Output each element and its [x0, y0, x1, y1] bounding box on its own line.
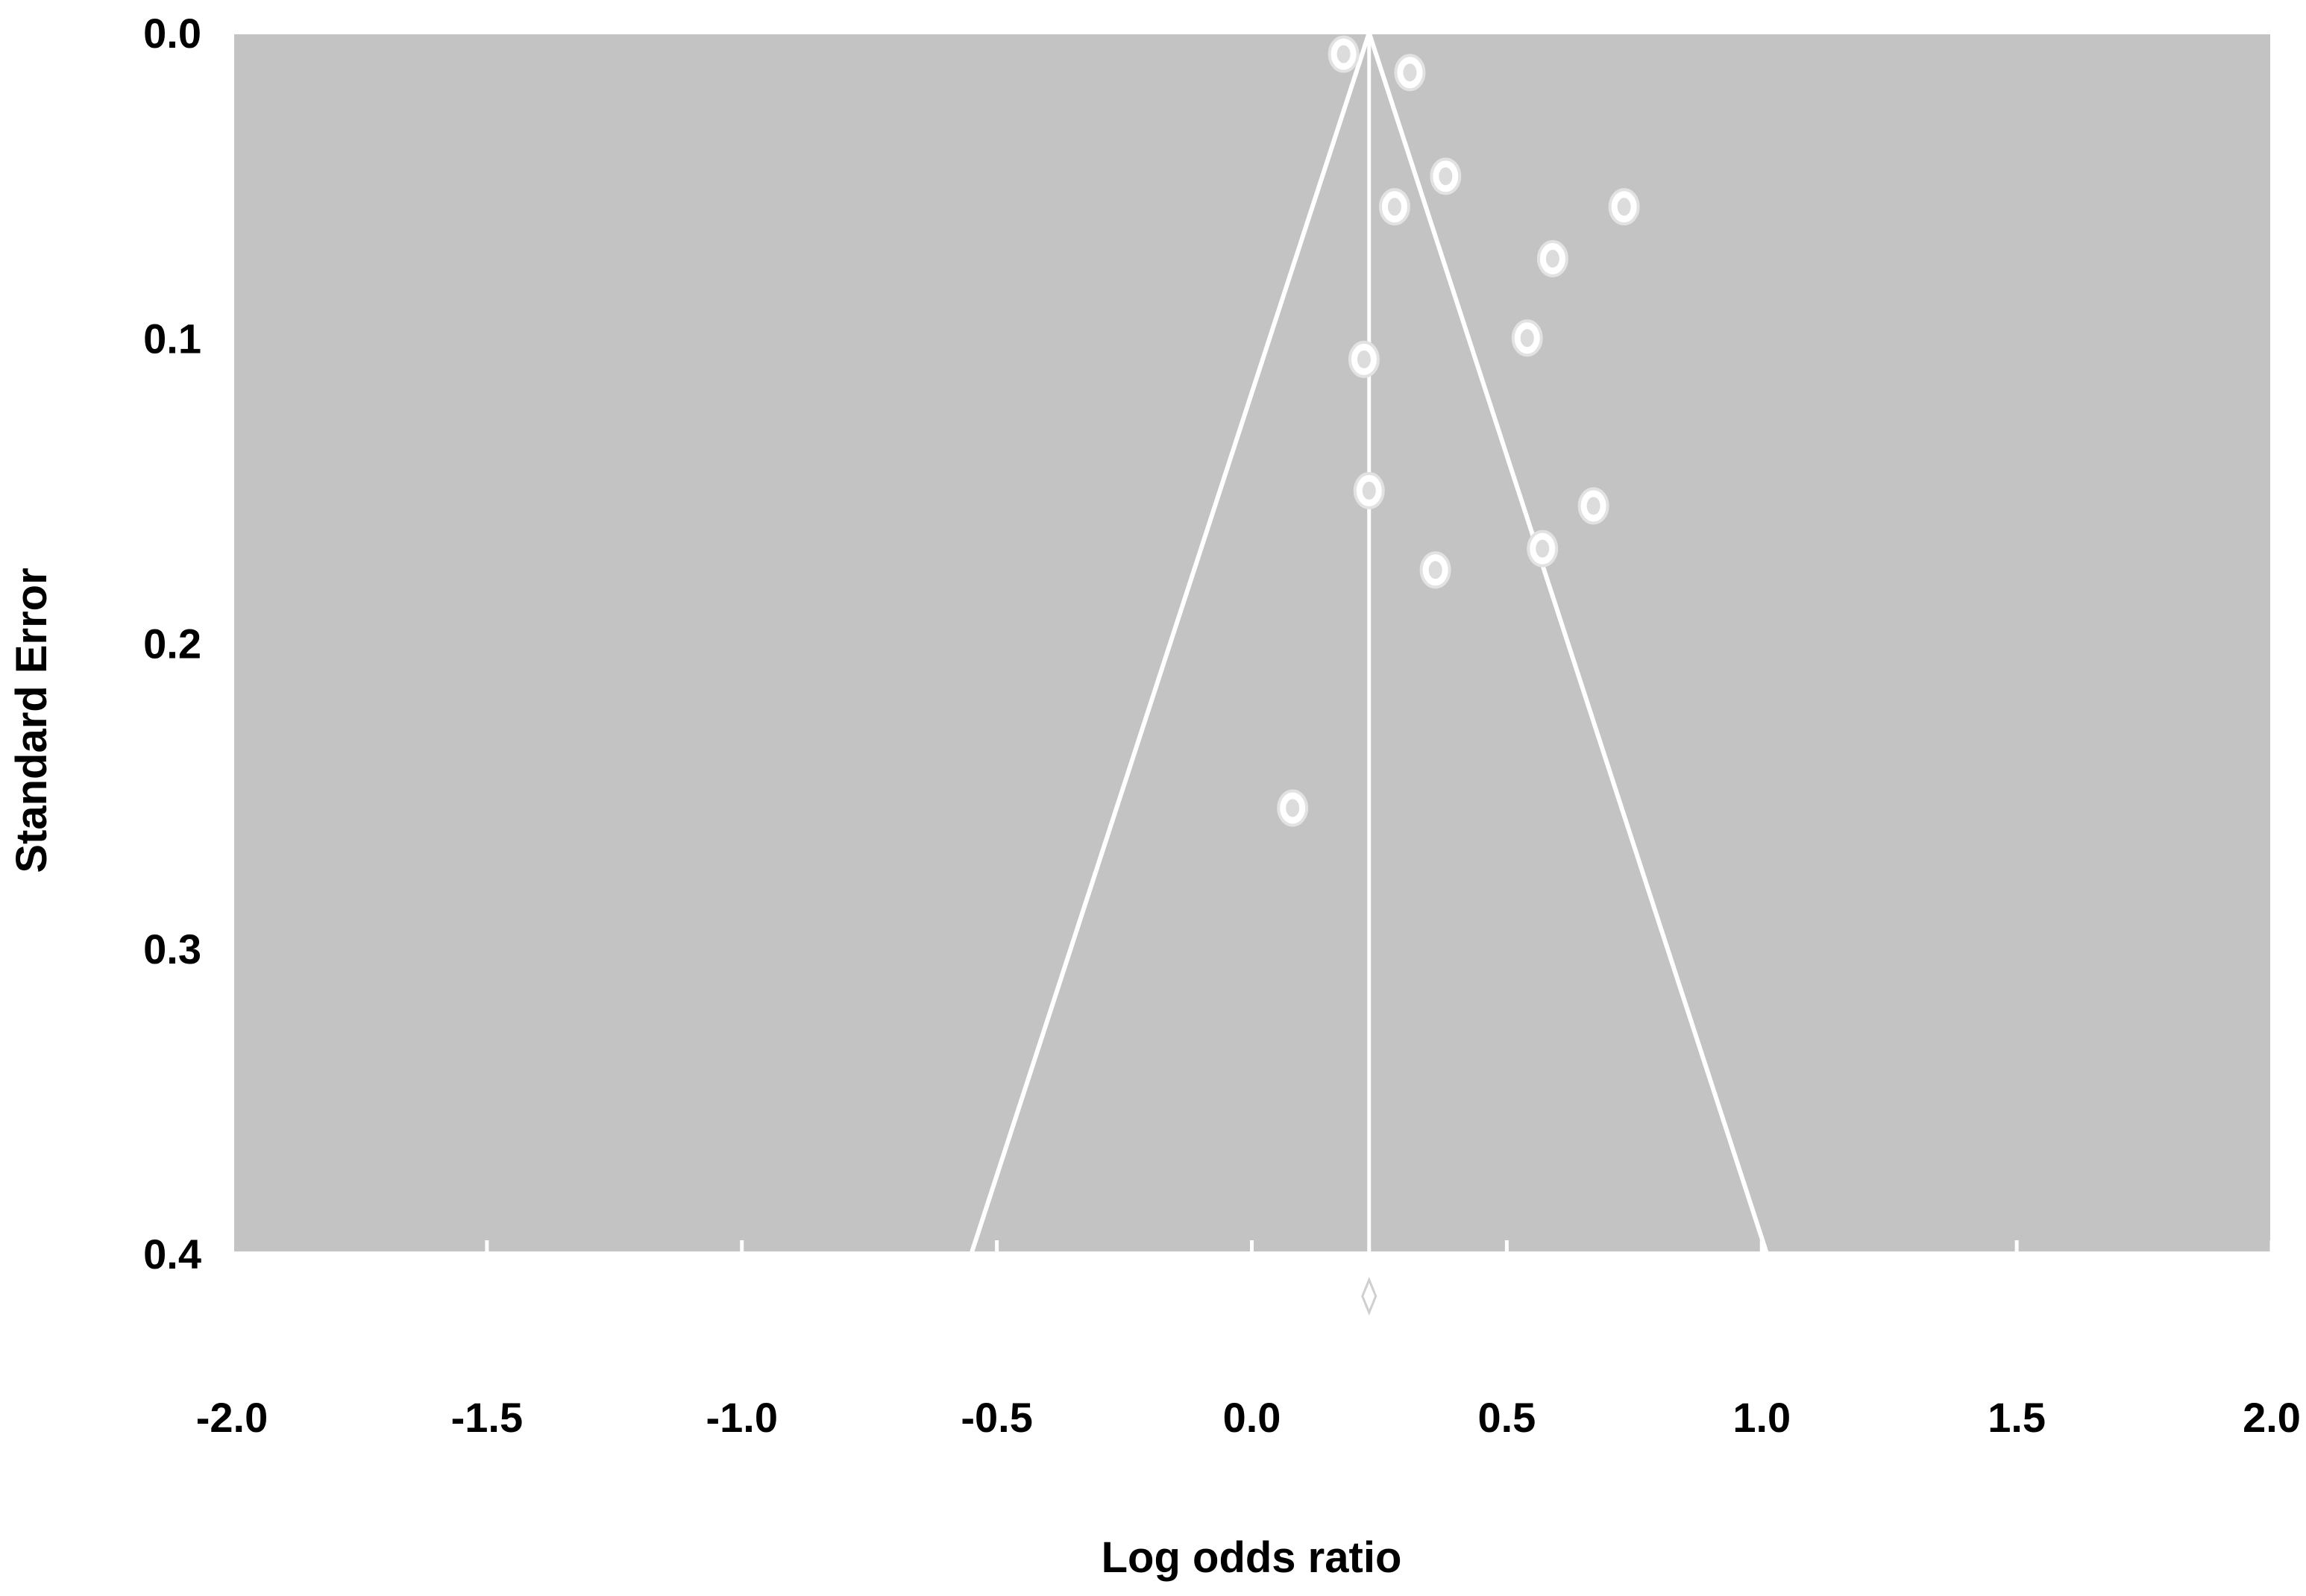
study-point-core — [1286, 799, 1300, 817]
y-axis-title: Standard Error — [7, 568, 56, 873]
x-axis-title: Log odds ratio — [1102, 1533, 1402, 1582]
study-point-core — [1387, 198, 1401, 216]
study-point — [1430, 157, 1462, 195]
y-tick-label: 0.0 — [143, 10, 201, 57]
study-point — [1348, 340, 1380, 378]
study-point — [1527, 530, 1559, 568]
study-point — [1608, 188, 1640, 226]
study-point — [1394, 54, 1426, 92]
study-point-core — [1617, 198, 1631, 216]
x-tick-label: 1.5 — [1988, 1394, 2046, 1441]
y-tick-label: 0.4 — [143, 1231, 201, 1278]
study-point-core — [1439, 167, 1453, 186]
study-point-core — [1428, 561, 1442, 579]
study-point-core — [1336, 45, 1351, 63]
funnel-left-limit — [969, 32, 1372, 1254]
pooled-estimate-diamond — [1361, 1277, 1377, 1316]
y-tick-label: 0.2 — [143, 621, 201, 667]
tick-labels: -2.0 -1.5 -1.0 -0.5 0.0 0.5 1.0 1.5 2.0 0.0 0.1 0.2… — [143, 10, 2301, 1441]
study-point — [1419, 551, 1451, 589]
x-tick-label: -1.0 — [706, 1394, 779, 1441]
x-tick-label: 1.0 — [1732, 1394, 1791, 1441]
study-points — [1277, 35, 1640, 827]
x-tick-label: -1.5 — [451, 1394, 524, 1441]
x-tick-label: 2.0 — [2243, 1394, 2301, 1441]
funnel-right-limit — [1366, 32, 1769, 1254]
study-point — [1511, 319, 1543, 357]
study-point-core — [1357, 350, 1371, 368]
study-point-core — [1520, 329, 1534, 348]
x-tick-label: 0.0 — [1223, 1394, 1281, 1441]
study-point — [1378, 188, 1410, 226]
study-point-core — [1362, 481, 1376, 500]
y-tick-label: 0.3 — [143, 926, 201, 973]
study-point-core — [1403, 63, 1417, 82]
study-point-core — [1545, 249, 1559, 268]
funnel-lines — [969, 32, 1769, 1316]
study-point-core — [1536, 539, 1550, 558]
study-point — [1353, 471, 1385, 509]
study-point — [1577, 487, 1609, 525]
study-point — [1536, 239, 1568, 277]
y-tick-label: 0.1 — [143, 315, 201, 362]
x-tick-label: -0.5 — [961, 1394, 1033, 1441]
study-point-core — [1586, 497, 1600, 515]
axes — [230, 31, 2274, 1256]
x-tick-label: -2.0 — [196, 1394, 268, 1441]
x-tick-label: 0.5 — [1477, 1394, 1536, 1441]
study-point — [1328, 35, 1360, 73]
plot-area — [232, 33, 2272, 1254]
study-point — [1277, 789, 1309, 827]
